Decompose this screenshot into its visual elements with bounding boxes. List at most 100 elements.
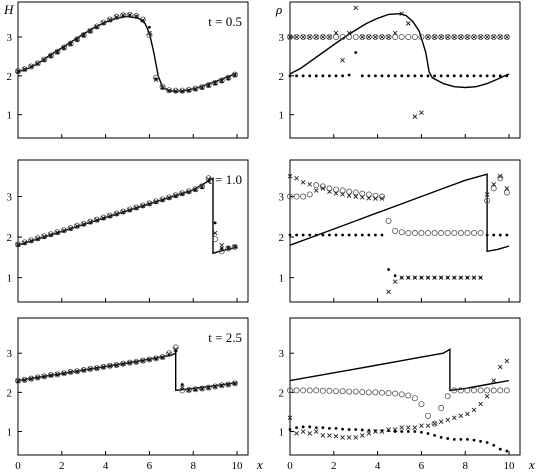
- panel-5-cross-marker: [294, 431, 299, 436]
- panel-5-dot-marker: [334, 426, 338, 430]
- panel-3-circle-marker: [451, 230, 458, 237]
- panel-0-cross-marker: [61, 45, 67, 51]
- panel-4-xtick-label: 6: [147, 460, 153, 472]
- panel-1-dot-marker: [459, 74, 463, 78]
- panel-1-dot-marker: [301, 74, 305, 78]
- panel-1-cross-marker: [458, 34, 464, 40]
- panel-4-cross-marker: [140, 358, 146, 363]
- panel-5-circle-marker: [438, 405, 445, 412]
- panel-3-solution-curve: [289, 173, 510, 253]
- panel-0-cross-marker: [206, 83, 211, 88]
- panel-3-cross-marker: [399, 275, 405, 280]
- panel-3-circle-marker: [464, 230, 471, 237]
- panel-1-dot-marker: [295, 74, 298, 78]
- panel-4-cross-marker: [35, 375, 41, 380]
- panel-1-cross-marker: [320, 34, 326, 40]
- panel-5-frame: [289, 317, 521, 456]
- panel-2-circle-marker: [212, 236, 219, 243]
- panel-1-cross-marker: [399, 11, 405, 16]
- panel-5-dot-marker: [420, 430, 423, 434]
- panel-1-circle-marker: [431, 33, 438, 40]
- panel-1-cross-marker: [405, 21, 411, 26]
- panel-5-xtick-label: 10: [504, 460, 516, 472]
- panel-4-cross-marker: [173, 346, 179, 352]
- panel-1-circle-marker: [319, 33, 326, 40]
- panel-2-cross-marker: [55, 230, 60, 235]
- panel-0-cross-marker: [153, 77, 159, 83]
- panel-5-circle-marker: [431, 420, 438, 427]
- panel-1-ytick-label: 1: [279, 110, 285, 122]
- panel-3-frame: [289, 159, 521, 303]
- panel-5-dot-marker: [446, 437, 450, 440]
- panel-5-cross-marker: [300, 429, 306, 434]
- panel-5-circle-marker: [326, 387, 333, 394]
- panel-1-circle-marker: [365, 33, 372, 40]
- panel-5-cross-marker: [438, 419, 444, 425]
- panel-5-circle-marker: [352, 388, 359, 395]
- panel-2-cross-marker: [94, 217, 100, 223]
- panel-0-circle-marker: [41, 56, 48, 63]
- panel-4-circle-marker: [120, 360, 127, 367]
- panel-0-cross-marker: [232, 72, 238, 78]
- panel-2-dot-marker: [220, 247, 224, 250]
- panel-1-dot-marker: [374, 74, 377, 78]
- panel-3-cross-marker: [497, 173, 503, 179]
- panel-3-cross-marker: [438, 275, 444, 280]
- panel-4-x-axis-label: x: [256, 457, 263, 472]
- panel-1-cross-marker: [445, 34, 451, 40]
- panel-5-circle-marker: [418, 401, 425, 408]
- panel-0-circle-marker: [14, 68, 21, 75]
- panel-2-cross-marker: [147, 201, 152, 207]
- panel-1-dot-marker: [380, 74, 384, 78]
- panel-5-cross-marker: [412, 425, 418, 430]
- panel-5-dot-marker: [433, 434, 436, 437]
- panel-0-cross-marker: [74, 37, 80, 43]
- panel-0-y-axis-label: H: [3, 2, 14, 17]
- panel-2-cross-marker: [160, 197, 165, 203]
- panel-5-ytick-label: 1: [279, 427, 285, 439]
- panel-2-circle-marker: [172, 192, 179, 199]
- panel-2-ytick-label: 3: [7, 192, 13, 204]
- panel-5-circle-marker: [392, 390, 399, 397]
- panel-1-circle-marker: [444, 33, 451, 40]
- panel-5-cross-marker: [307, 431, 313, 436]
- panel-2-cross-marker: [206, 177, 211, 182]
- panel-3-cross-marker: [307, 182, 313, 187]
- panel-1-cross-marker: [300, 34, 306, 40]
- panel-5-cross-marker: [320, 433, 326, 438]
- panel-3-circle-marker: [326, 185, 333, 192]
- panel-4-circle-marker: [225, 381, 232, 388]
- panel-5-cross-marker: [458, 413, 464, 419]
- panel-2-circle-marker: [225, 245, 232, 252]
- panel-4-solution-curve: [17, 352, 238, 392]
- panel-3-circle-marker: [398, 229, 405, 236]
- panel-3-circle-marker: [293, 193, 300, 200]
- panel-5-dot-marker: [498, 447, 502, 451]
- panel-3-circle-marker: [457, 230, 464, 237]
- panel-1-cross-marker: [471, 34, 477, 40]
- panel-1-cross-marker: [432, 34, 437, 40]
- panel-5-circle-marker: [411, 395, 418, 402]
- panel-5-cross-marker: [425, 423, 431, 428]
- panel-4-circle-marker: [146, 356, 153, 363]
- panel-4-cross-marker: [74, 368, 80, 374]
- panel-5-circle-marker: [503, 387, 510, 394]
- panel-1-cross-marker: [359, 34, 365, 40]
- panel-0-cross-marker: [199, 85, 205, 90]
- panel-0-cross-marker: [48, 53, 54, 59]
- panel-1-circle-marker: [503, 33, 510, 40]
- panel-4-circle-marker: [87, 365, 94, 372]
- panel-0-circle-marker: [74, 36, 81, 43]
- panel-2-circle-marker: [192, 186, 199, 193]
- panel-0-cross-marker: [41, 57, 47, 63]
- panel-0-cross-marker: [68, 41, 73, 47]
- panel-4-circle-marker: [126, 359, 133, 366]
- panel-4-cross-marker: [68, 369, 73, 375]
- panel-1-cross-marker: [504, 34, 510, 40]
- panel-2-circle-marker: [28, 237, 35, 244]
- panel-5-circle-marker: [451, 387, 458, 394]
- panel-0-cross-marker: [147, 30, 152, 36]
- panel-3-circle-marker: [339, 187, 346, 194]
- panel-3-cross-marker: [445, 275, 451, 280]
- panel-5-circle-marker: [484, 387, 491, 394]
